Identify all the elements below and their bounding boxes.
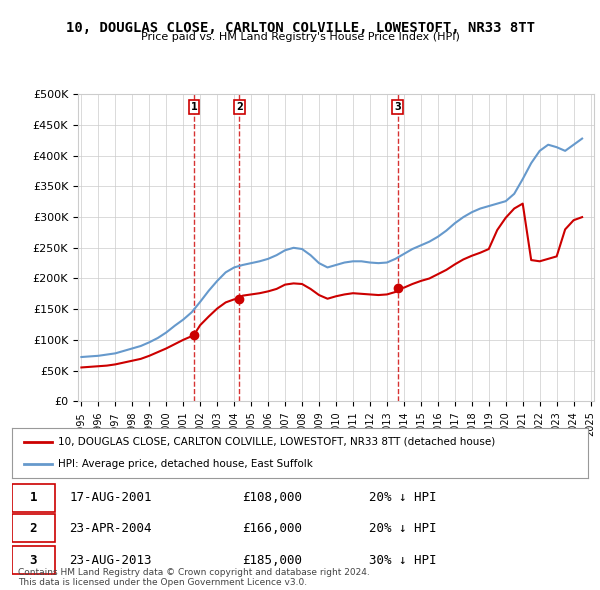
Text: 2: 2 [236, 101, 243, 112]
Text: £185,000: £185,000 [242, 553, 302, 566]
Text: 30% ↓ HPI: 30% ↓ HPI [369, 553, 437, 566]
FancyBboxPatch shape [12, 484, 55, 512]
Text: HPI: Average price, detached house, East Suffolk: HPI: Average price, detached house, East… [58, 459, 313, 469]
FancyBboxPatch shape [12, 514, 55, 542]
Text: 10, DOUGLAS CLOSE, CARLTON COLVILLE, LOWESTOFT, NR33 8TT: 10, DOUGLAS CLOSE, CARLTON COLVILLE, LOW… [65, 21, 535, 35]
Text: 2: 2 [29, 522, 37, 535]
Text: Price paid vs. HM Land Registry's House Price Index (HPI): Price paid vs. HM Land Registry's House … [140, 32, 460, 42]
Text: 10, DOUGLAS CLOSE, CARLTON COLVILLE, LOWESTOFT, NR33 8TT (detached house): 10, DOUGLAS CLOSE, CARLTON COLVILLE, LOW… [58, 437, 496, 447]
Text: 17-AUG-2001: 17-AUG-2001 [70, 491, 152, 504]
Text: 23-APR-2004: 23-APR-2004 [70, 522, 152, 535]
Text: 20% ↓ HPI: 20% ↓ HPI [369, 491, 437, 504]
FancyBboxPatch shape [12, 546, 55, 574]
Text: 1: 1 [29, 491, 37, 504]
Text: Contains HM Land Registry data © Crown copyright and database right 2024.
This d: Contains HM Land Registry data © Crown c… [18, 568, 370, 587]
Text: £108,000: £108,000 [242, 491, 302, 504]
Text: 20% ↓ HPI: 20% ↓ HPI [369, 522, 437, 535]
Text: 3: 3 [29, 553, 37, 566]
Text: £166,000: £166,000 [242, 522, 302, 535]
Text: 3: 3 [394, 101, 401, 112]
Text: 23-AUG-2013: 23-AUG-2013 [70, 553, 152, 566]
Text: 1: 1 [191, 101, 197, 112]
